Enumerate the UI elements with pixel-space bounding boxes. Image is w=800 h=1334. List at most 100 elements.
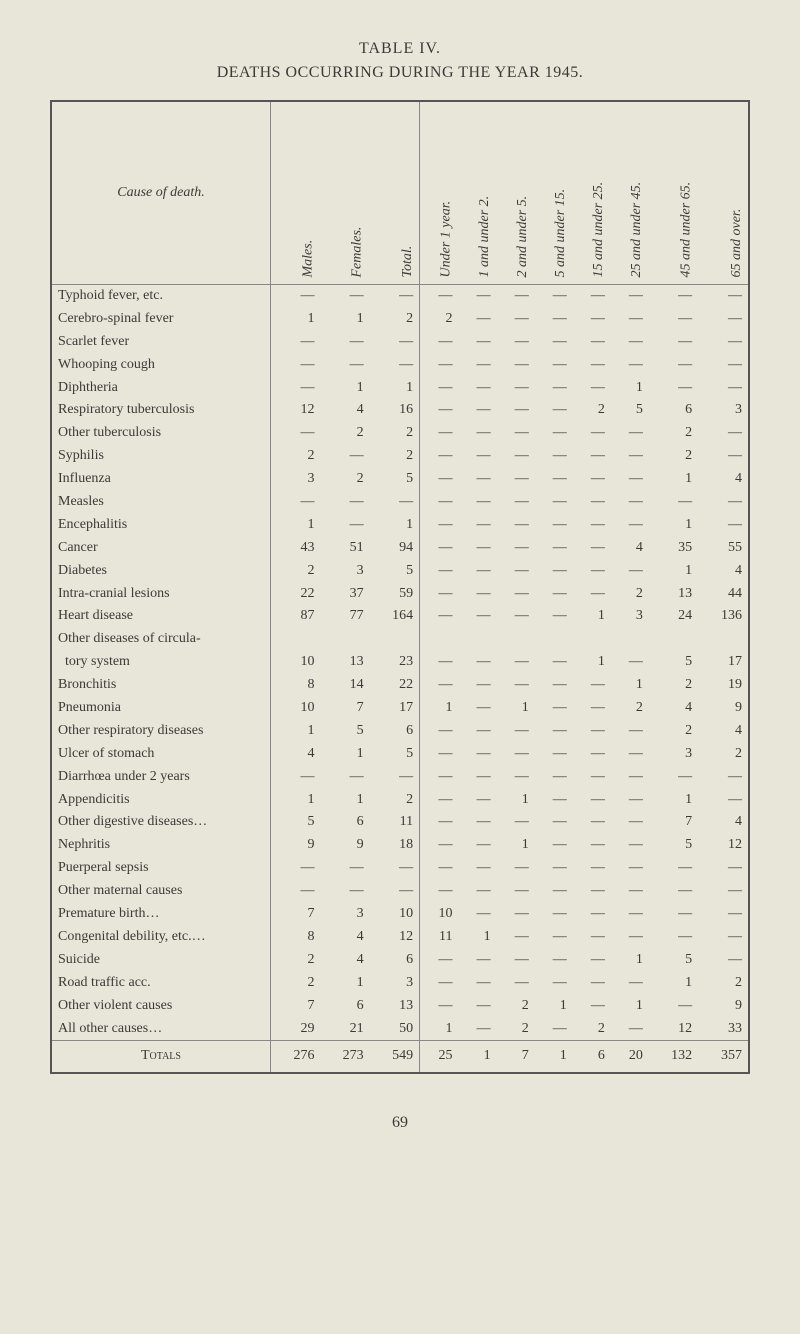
data-cell: — [320,331,369,354]
data-cell: — [573,377,611,400]
data-cell: 4 [698,720,749,743]
data-cell: — [459,720,497,743]
data-cell: — [535,789,573,812]
data-cell: — [497,972,535,995]
col-total: Total. [370,101,420,285]
data-cell: — [459,857,497,880]
data-cell: — [535,880,573,903]
col-under-1: Under 1 year. [420,101,459,285]
data-cell: — [420,811,459,834]
cause-label: Other violent causes [51,995,271,1018]
table-row: Congenital debility, etc.…8412111—————— [51,926,749,949]
data-cell: 18 [370,834,420,857]
totals-cell: 25 [420,1041,459,1073]
data-cell: 6 [649,399,698,422]
data-cell: 2 [370,308,420,331]
data-cell: 13 [370,995,420,1018]
table-row: Appendicitis112——1———1— [51,789,749,812]
cause-label: Appendicitis [51,789,271,812]
data-cell: 2 [649,720,698,743]
data-cell: — [573,995,611,1018]
cause-label: Puerperal sepsis [51,857,271,880]
data-cell: — [420,651,459,674]
data-cell: — [611,972,649,995]
data-cell: — [573,880,611,903]
data-cell: 12 [649,1018,698,1041]
data-cell: — [459,674,497,697]
totals-cell: 357 [698,1041,749,1073]
cause-label: Intra-cranial lesions [51,583,271,606]
data-cell: — [698,285,749,308]
totals-cell: 1 [459,1041,497,1073]
data-cell: — [573,560,611,583]
data-cell: 3 [320,560,369,583]
data-cell: 21 [320,1018,369,1041]
data-cell: — [497,605,535,628]
data-cell: 10 [420,903,459,926]
data-cell: 17 [370,697,420,720]
data-cell: — [698,789,749,812]
table-row: Bronchitis81422—————1219 [51,674,749,697]
data-cell: — [370,331,420,354]
totals-cell: 132 [649,1041,698,1073]
data-cell: — [573,720,611,743]
data-cell: — [573,514,611,537]
cause-header: Cause of death. [51,101,271,285]
data-cell: 12 [271,399,321,422]
table-body: Typhoid fever, etc.———————————Cerebro-sp… [51,285,749,1074]
data-cell: — [535,834,573,857]
table-row: All other causes…2921501—2—2—1233 [51,1018,749,1041]
data-cell: — [497,537,535,560]
data-cell: — [420,789,459,812]
data-cell: 7 [271,995,321,1018]
cause-label: Cerebro-spinal fever [51,308,271,331]
data-cell: — [459,399,497,422]
data-cell: — [271,857,321,880]
col-45-65: 45 and under 65. [649,101,698,285]
table-row: Scarlet fever——————————— [51,331,749,354]
data-cell: 43 [271,537,321,560]
cause-label: Bronchitis [51,674,271,697]
data-cell: — [459,560,497,583]
data-cell: 2 [497,995,535,1018]
cause-label: Diarrhœa under 2 years [51,766,271,789]
totals-cell: 273 [320,1041,369,1073]
data-cell: 51 [320,537,369,560]
data-cell: — [573,445,611,468]
data-cell: — [611,857,649,880]
table-row: Other respiratory diseases156——————24 [51,720,749,743]
data-cell: 1 [611,377,649,400]
data-cell: — [459,743,497,766]
data-cell: — [535,491,573,514]
data-cell: — [459,308,497,331]
cause-label: Syphilis [51,445,271,468]
data-cell: — [497,651,535,674]
data-cell: — [535,399,573,422]
data-cell: — [611,491,649,514]
data-cell: 4 [271,743,321,766]
data-cell: — [535,560,573,583]
table-row: Measles——————————— [51,491,749,514]
data-cell: — [649,308,698,331]
data-cell: 1 [611,995,649,1018]
data-cell: — [573,789,611,812]
data-cell: — [611,880,649,903]
data-cell: — [649,377,698,400]
data-cell: 17 [698,651,749,674]
totals-label: Totals [51,1041,271,1073]
data-cell: 22 [370,674,420,697]
data-cell: 6 [320,995,369,1018]
table-row: Pneumonia107171—1——249 [51,697,749,720]
data-cell: — [420,422,459,445]
data-cell: — [271,422,321,445]
data-cell: 2 [497,1018,535,1041]
data-cell: 55 [698,537,749,560]
data-cell: 3 [698,399,749,422]
table-row: Suicide246—————15— [51,949,749,972]
data-cell: 5 [271,811,321,834]
table-row: Puerperal sepsis——————————— [51,857,749,880]
data-cell: — [535,354,573,377]
data-cell: — [420,743,459,766]
data-cell: — [611,354,649,377]
data-cell: — [370,880,420,903]
